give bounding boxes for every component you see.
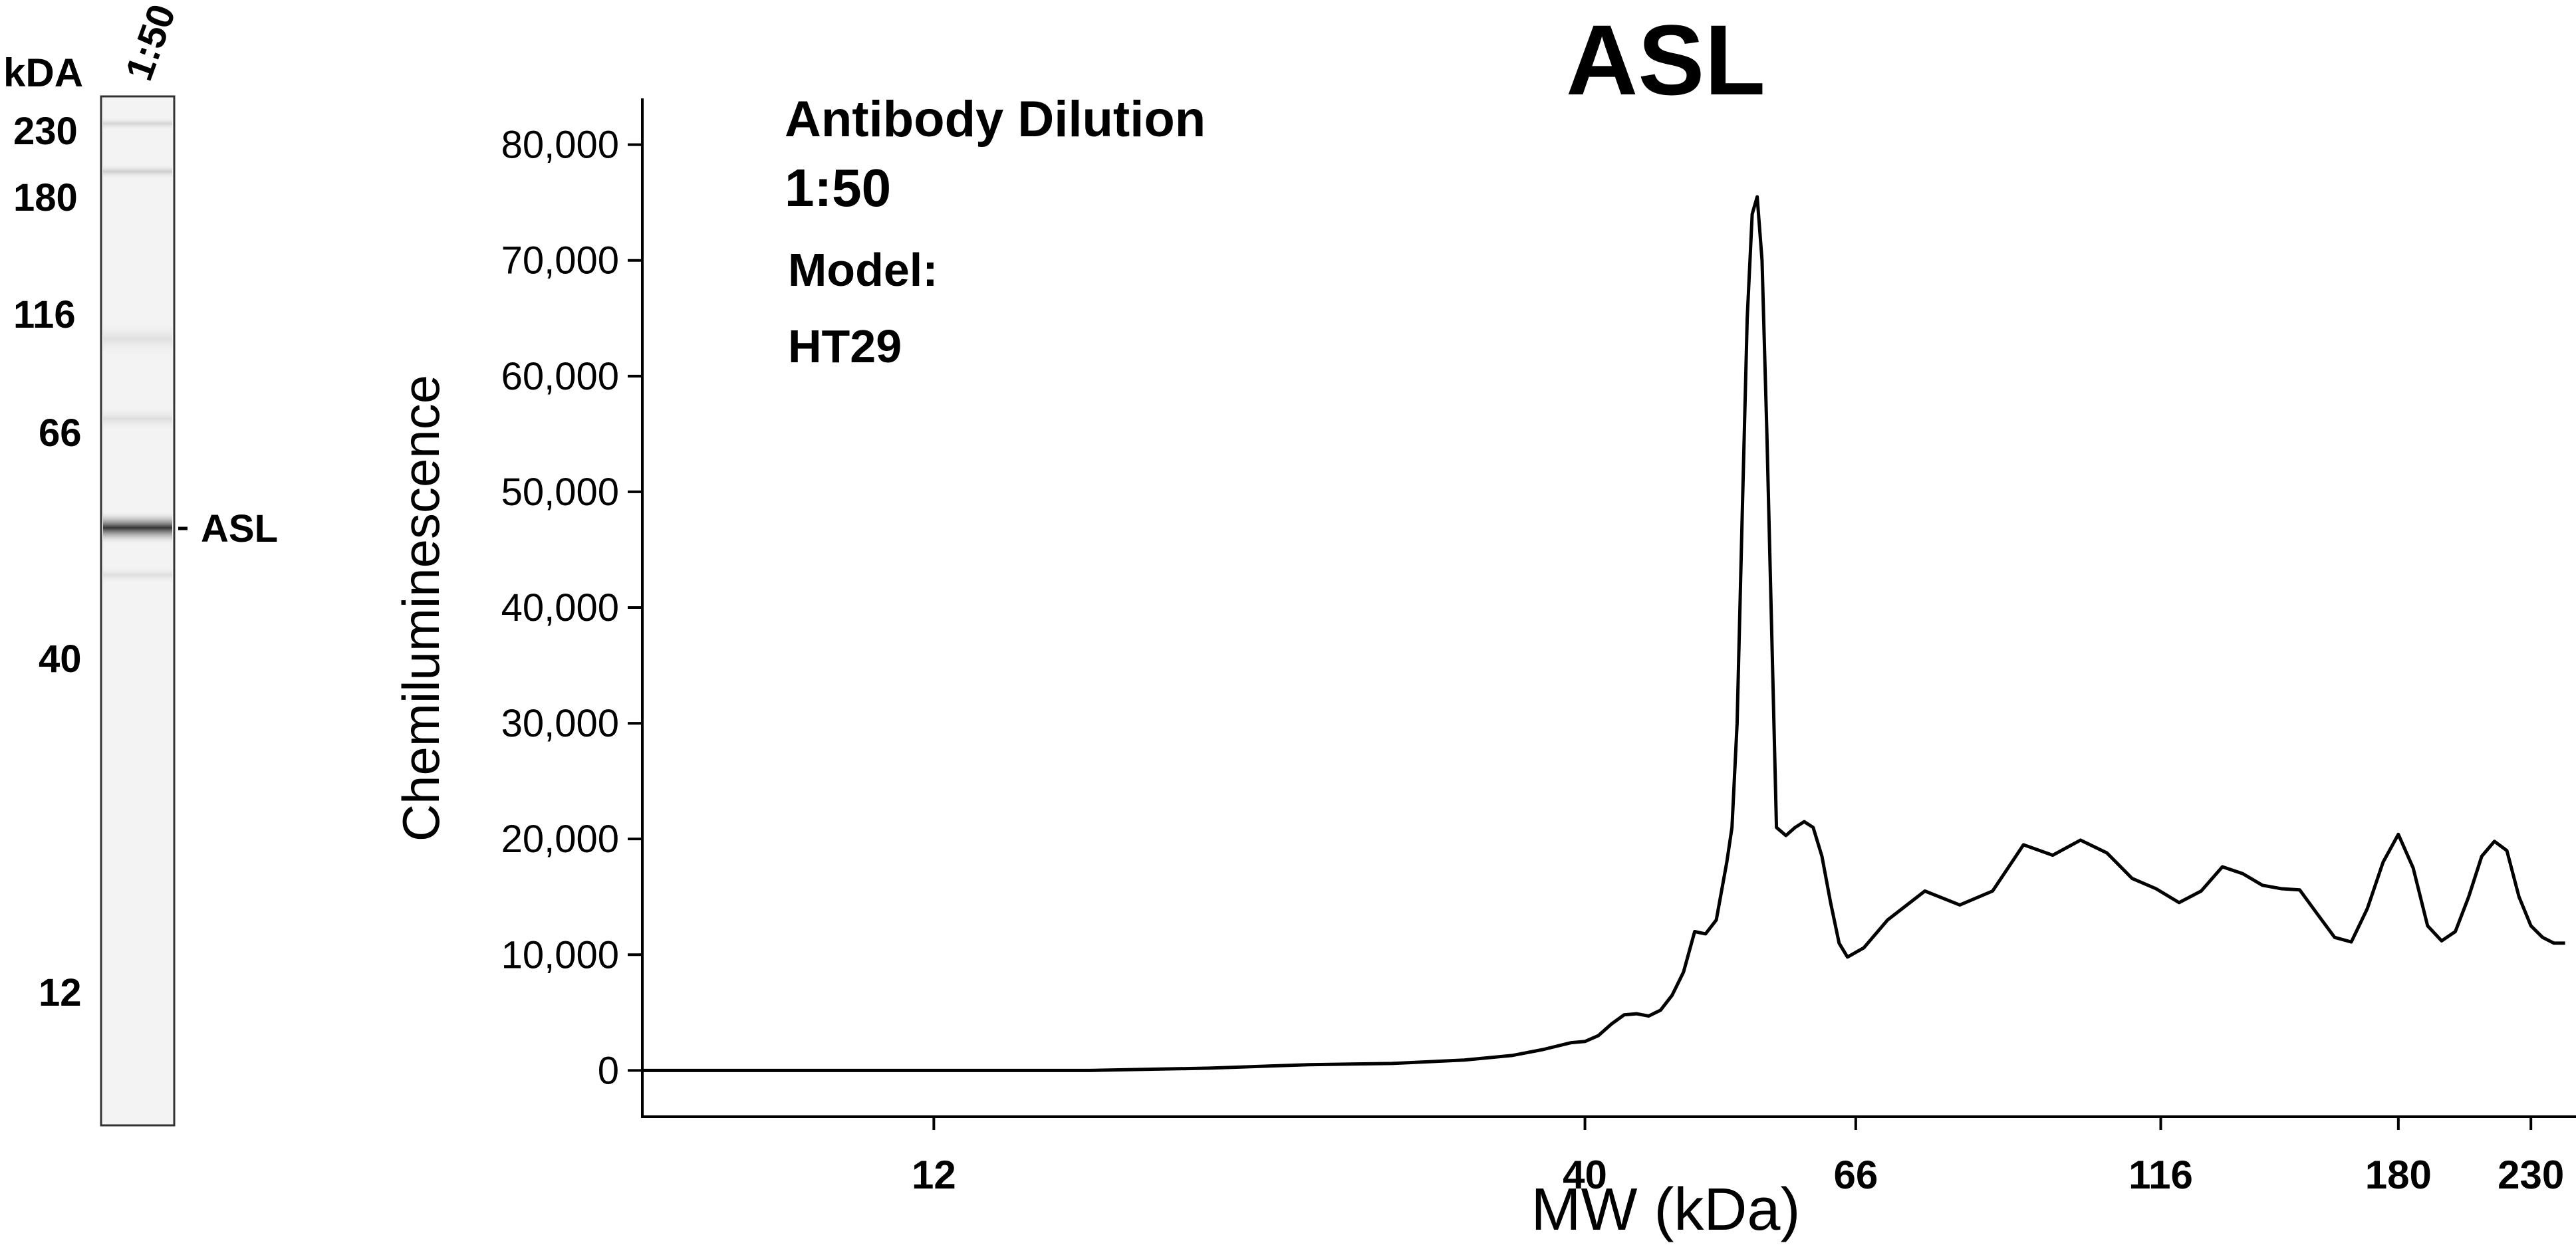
gel-marker-66: 66 (39, 411, 82, 455)
chemiluminescence-series-line (642, 195, 2565, 1072)
x-axis-ticks: 12 40 66 116 180 230 (912, 1117, 2564, 1197)
x-tick-label: 116 (2128, 1153, 2193, 1197)
y-tick-label: 80,000 (501, 124, 619, 167)
x-tick-label: 12 (912, 1153, 956, 1197)
x-tick-label: 180 (2365, 1153, 2432, 1197)
annotation-line-3: Model: (788, 244, 938, 296)
y-tick-label: 40,000 (501, 586, 619, 629)
gel-faint-band (103, 405, 172, 432)
gel-marker-12: 12 (39, 971, 82, 1014)
annotation-line-2: 1:50 (785, 158, 891, 217)
y-tick-label: 70,000 (501, 239, 619, 283)
gel-marker-40: 40 (39, 637, 82, 681)
gel-unit-label: kDA (3, 51, 83, 95)
gel-lane (100, 95, 176, 1127)
chart: ASL Antibody Dilution 1:50 Model: HT29 0… (392, 4, 2576, 1243)
annotation-line-4: HT29 (788, 320, 902, 372)
gel-marker-180: 180 (13, 176, 78, 219)
chart-title: ASL (1566, 4, 1765, 116)
x-axis-label: MW (kDa) (1531, 1177, 1801, 1243)
gel-faint-band (103, 163, 172, 180)
x-tick-label: 40 (1563, 1153, 1607, 1197)
gel-lane-label: 1:50 (117, 0, 184, 86)
x-tick-label: 66 (1833, 1153, 1878, 1197)
y-tick-label: 50,000 (501, 471, 619, 514)
y-tick-label: 60,000 (501, 355, 619, 398)
gel-faint-band (103, 319, 172, 359)
gel-marker-230: 230 (13, 110, 78, 153)
annotation-line-1: Antibody Dilution (785, 91, 1206, 148)
y-tick-label: 20,000 (501, 818, 619, 861)
gel-marker-116: 116 (13, 293, 76, 336)
gel-panel: kDA 1:50 230 180 116 66 40 12 ASL (3, 0, 278, 1127)
y-tick-label: 0 (598, 1049, 619, 1092)
y-tick-label: 30,000 (501, 702, 619, 745)
y-axis-label: Chemiluminescence (392, 375, 450, 842)
gel-faint-band (103, 565, 172, 585)
y-tick-label: 10,000 (501, 933, 619, 976)
y-axis-ticks: 0 10,000 20,000 30,000 40,000 50,000 60,000 70,… (501, 124, 642, 1092)
gel-asl-band (103, 510, 172, 545)
gel-faint-band (103, 116, 172, 131)
gel-band-label: ASL (201, 507, 278, 550)
x-tick-label: 230 (2498, 1153, 2564, 1197)
